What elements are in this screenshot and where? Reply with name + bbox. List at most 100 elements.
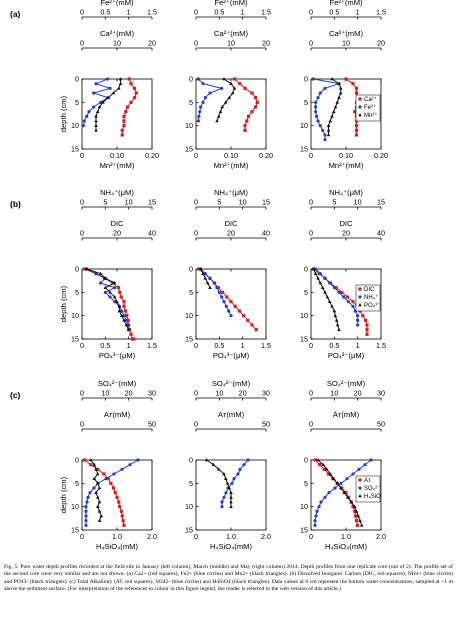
- data-point: [94, 467, 98, 471]
- data-point: [237, 309, 241, 313]
- data-point: [125, 314, 129, 318]
- data-point: [317, 505, 321, 509]
- y-tick-label: 5: [304, 288, 308, 297]
- data-point: [332, 309, 337, 313]
- y-tick-label: 0: [75, 265, 79, 274]
- data-point: [119, 509, 123, 513]
- top-axis-2-label: Ca²⁺(mM): [214, 29, 248, 38]
- data-point: [125, 105, 130, 109]
- data-point: [365, 328, 369, 332]
- top-axis-1-tick-label: 0: [309, 198, 313, 207]
- series-nh4: [314, 267, 360, 327]
- top-axis-2-label: DIC: [110, 219, 124, 228]
- data-point: [95, 481, 100, 485]
- data-point: [242, 463, 246, 467]
- top-axis-1-tick-label: 15: [262, 198, 270, 207]
- legend-item: Fe²⁺: [364, 104, 376, 111]
- data-point: [113, 491, 117, 495]
- top-axis-1-tick-label: 10: [239, 198, 247, 207]
- data-point: [92, 476, 97, 480]
- y-tick-label: 10: [71, 502, 79, 511]
- data-point: [359, 523, 364, 527]
- y-tick-label: 5: [304, 479, 308, 488]
- y-tick-label: 10: [300, 121, 308, 130]
- legend-marker: [358, 287, 362, 291]
- data-point: [358, 518, 362, 522]
- legend-item: Mn²⁺: [364, 112, 378, 119]
- data-point: [326, 123, 331, 127]
- top-axis-1-label: NH₄⁺(μM): [329, 188, 363, 197]
- top-axis-1-label: Fe²⁺(mM): [329, 0, 363, 7]
- data-point: [233, 304, 237, 308]
- data-point: [230, 91, 235, 95]
- data-point: [216, 467, 221, 471]
- y-tick-label: 5: [189, 288, 193, 297]
- series-line: [84, 268, 134, 340]
- data-point: [337, 95, 341, 99]
- data-point: [356, 323, 360, 327]
- data-point: [124, 110, 128, 114]
- top-axis-1-tick-label: 1: [356, 8, 360, 17]
- data-point: [354, 128, 359, 132]
- data-point: [313, 523, 317, 527]
- data-point: [351, 472, 355, 476]
- top-axis-2-tick-label: 0: [80, 420, 84, 429]
- top-axis-2-tick-label: 0: [309, 39, 313, 48]
- data-point: [318, 272, 322, 276]
- legend-marker: [358, 494, 362, 498]
- figure-caption: Fig. 5. Pore water depth profiles record…: [4, 564, 453, 593]
- series-so42: [84, 458, 140, 527]
- top-axis-2-tick-label: 50: [262, 420, 270, 429]
- data-point: [337, 290, 341, 294]
- data-point: [218, 109, 223, 113]
- bottom-tick-label: 1: [241, 341, 245, 350]
- data-point: [334, 318, 339, 322]
- top-axis-2-tick-label: 0: [194, 229, 198, 238]
- data-point: [94, 128, 98, 132]
- data-point: [84, 267, 89, 271]
- y-tick-label: 0: [189, 265, 193, 274]
- data-point: [351, 304, 355, 308]
- data-point: [242, 314, 246, 318]
- bottom-tick-label: 1.5: [376, 341, 386, 350]
- top-axis-1-tick-label: 5: [332, 198, 336, 207]
- data-point: [344, 77, 348, 81]
- data-point: [215, 119, 219, 123]
- data-point: [203, 272, 207, 276]
- data-point: [357, 467, 361, 471]
- data-point: [97, 486, 102, 490]
- plot-frame: [81, 459, 153, 531]
- data-point: [83, 267, 87, 271]
- top-axis-2-label: DIC: [224, 219, 238, 228]
- bottom-tick-label: 2.0: [376, 532, 386, 541]
- top-axis-2-tick-label: 40: [377, 229, 385, 238]
- data-point: [356, 514, 361, 518]
- data-point: [229, 500, 233, 504]
- data-point: [113, 286, 117, 290]
- y-tick-label: 10: [185, 121, 193, 130]
- data-point: [213, 281, 217, 285]
- bottom-tick-label: 1.5: [261, 341, 271, 350]
- series-h4sio4: [204, 458, 233, 508]
- data-point: [97, 500, 102, 504]
- data-point: [230, 481, 234, 485]
- bottom-tick-label: 0: [80, 341, 84, 350]
- data-point: [122, 124, 126, 128]
- data-point: [117, 304, 122, 308]
- data-point: [129, 332, 133, 336]
- data-point: [132, 96, 137, 100]
- legend-marker: [358, 478, 362, 482]
- series-line: [200, 268, 232, 316]
- data-point: [112, 295, 117, 299]
- data-point: [328, 119, 333, 123]
- data-point: [319, 500, 323, 504]
- data-point: [95, 504, 100, 508]
- data-point: [338, 86, 343, 90]
- y-tick-label: 15: [71, 335, 79, 344]
- data-point: [97, 518, 102, 522]
- top-axis-1-tick-label: 15: [148, 198, 156, 207]
- data-point: [334, 286, 338, 290]
- data-point: [211, 462, 216, 466]
